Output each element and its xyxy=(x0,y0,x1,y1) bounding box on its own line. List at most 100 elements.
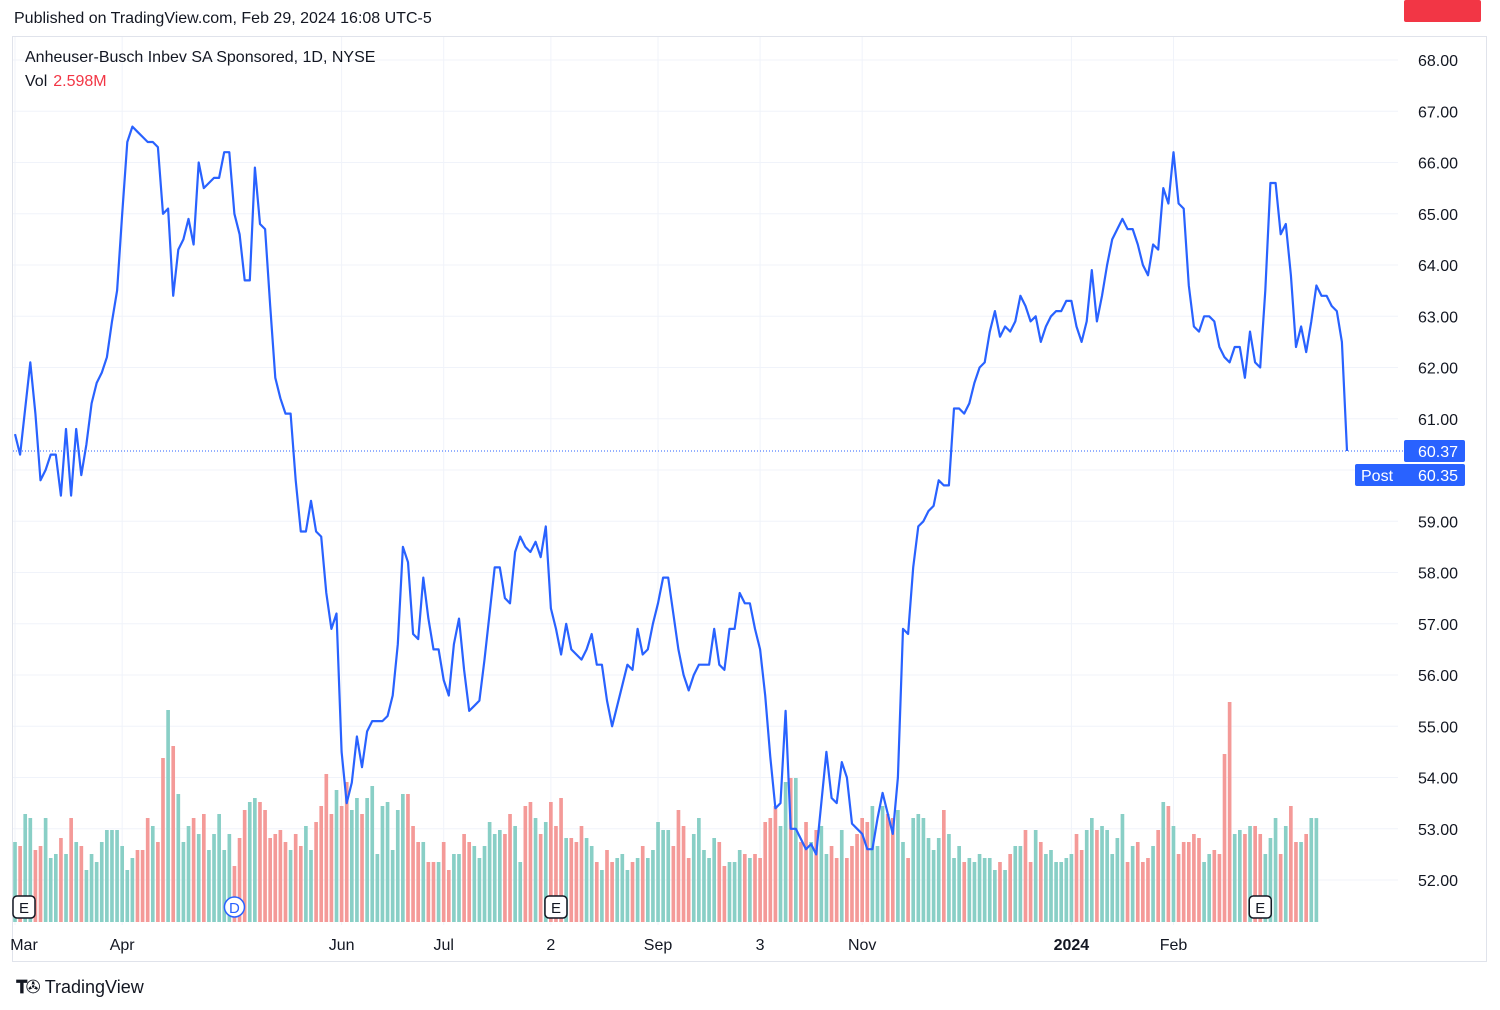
dividend-letter: D xyxy=(229,900,240,917)
volume-bar xyxy=(947,834,951,922)
volume-bar xyxy=(594,862,599,922)
volume-bar xyxy=(538,834,543,922)
volume-bar xyxy=(839,830,844,922)
earnings-marker[interactable]: E xyxy=(1248,895,1272,919)
volume-bar xyxy=(64,854,68,922)
volume-bar xyxy=(436,862,441,922)
volume-bar xyxy=(998,862,1002,922)
volume-bar xyxy=(329,814,334,922)
y-tick-label: 67.00 xyxy=(1418,104,1458,121)
volume-bar xyxy=(385,802,390,922)
volume-bar xyxy=(1100,826,1104,922)
footer-brand[interactable]: 𝐓✇ TradingView xyxy=(16,977,144,998)
volume-bar xyxy=(401,794,405,922)
last-price-bg xyxy=(1404,440,1465,463)
volume-bar xyxy=(962,862,967,922)
volume-bar xyxy=(278,830,283,922)
volume-bar xyxy=(1161,802,1166,922)
volume-bar xyxy=(135,850,140,922)
legend-title[interactable]: Anheuser-Busch Inbev SA Sponsored, 1D, N… xyxy=(25,49,376,66)
volume-bar xyxy=(931,850,936,922)
volume-bar xyxy=(901,842,905,922)
volume-tag: 2.598M xyxy=(1404,0,1481,22)
volume-bar xyxy=(186,826,191,922)
volume-bar xyxy=(375,854,380,922)
volume-bar xyxy=(1069,854,1074,922)
volume-bar xyxy=(319,806,324,922)
volume-bar xyxy=(921,818,926,922)
volume-bar xyxy=(1243,834,1247,922)
volume-bar xyxy=(600,870,604,922)
volume-bar xyxy=(1217,854,1222,922)
volume-bar xyxy=(53,854,58,922)
volume-bar xyxy=(120,846,125,922)
y-tick-label: 68.00 xyxy=(1418,53,1458,70)
volume-bar xyxy=(232,866,237,922)
earnings-icon xyxy=(544,895,568,919)
volume-bar xyxy=(84,870,89,922)
volume-bar xyxy=(426,862,431,922)
volume-bar xyxy=(1044,854,1048,922)
volume-bar xyxy=(987,858,992,922)
volume-bar xyxy=(441,842,446,922)
volume-bar xyxy=(1232,834,1237,922)
volume-bar xyxy=(993,870,997,922)
volume-bar xyxy=(1033,830,1038,922)
volume-bar xyxy=(1186,842,1191,922)
volume-bar xyxy=(1278,854,1283,922)
volume-bar xyxy=(304,826,308,922)
volume-bar xyxy=(508,814,512,922)
volume-bar xyxy=(487,822,492,922)
volume-bar xyxy=(176,794,181,922)
volume-bar xyxy=(691,834,696,922)
legend-volume[interactable]: Vol 2.598M xyxy=(25,73,107,91)
volume-bar xyxy=(227,834,232,922)
volume-bar xyxy=(69,818,73,922)
volume-bar xyxy=(681,826,686,922)
volume-bar xyxy=(201,814,206,922)
volume-bar xyxy=(579,826,584,922)
volume-bar xyxy=(1018,846,1023,922)
volume-bar xyxy=(288,850,293,922)
volume-bar xyxy=(283,842,288,922)
volume-bar xyxy=(13,842,17,922)
volume-bar xyxy=(513,826,517,922)
volume-bar xyxy=(1258,834,1263,922)
volume-bar xyxy=(533,818,538,922)
volume-bar xyxy=(33,850,38,922)
volume-bar xyxy=(564,838,569,922)
volume-bar xyxy=(457,854,461,922)
volume-bar xyxy=(477,858,482,922)
volume-bar xyxy=(1110,854,1115,922)
y-tick-label: 57.00 xyxy=(1418,617,1458,634)
volume-bar xyxy=(247,802,252,922)
volume-bar xyxy=(431,862,436,922)
x-tick-label: Sep xyxy=(644,937,673,954)
volume-bar xyxy=(1135,842,1140,922)
volume-bar xyxy=(1176,854,1181,922)
volume-bar xyxy=(145,818,150,922)
volume-bar xyxy=(48,858,53,922)
volume-bar xyxy=(344,782,349,922)
earnings-letter: E xyxy=(1255,900,1265,917)
volume-bar xyxy=(1120,814,1125,922)
volume-bar xyxy=(804,822,808,922)
x-tick-label: 3 xyxy=(756,937,765,954)
volume-bar xyxy=(620,854,625,922)
volume-bar xyxy=(1197,838,1201,922)
volume-bar xyxy=(181,842,186,922)
earnings-marker[interactable]: E xyxy=(12,895,36,919)
volume-bar xyxy=(1248,826,1252,922)
volume-bar xyxy=(870,806,875,922)
volume-bar xyxy=(1273,818,1278,922)
volume-bar xyxy=(416,842,421,922)
dividend-marker[interactable]: D xyxy=(223,896,246,918)
price-line xyxy=(13,125,1349,856)
volume-bar xyxy=(360,814,364,922)
volume-bar xyxy=(768,818,773,922)
volume-bar xyxy=(885,814,890,922)
volume-bar xyxy=(829,846,834,922)
y-tick-label: 65.00 xyxy=(1418,207,1458,224)
earnings-marker[interactable]: E xyxy=(544,895,568,919)
